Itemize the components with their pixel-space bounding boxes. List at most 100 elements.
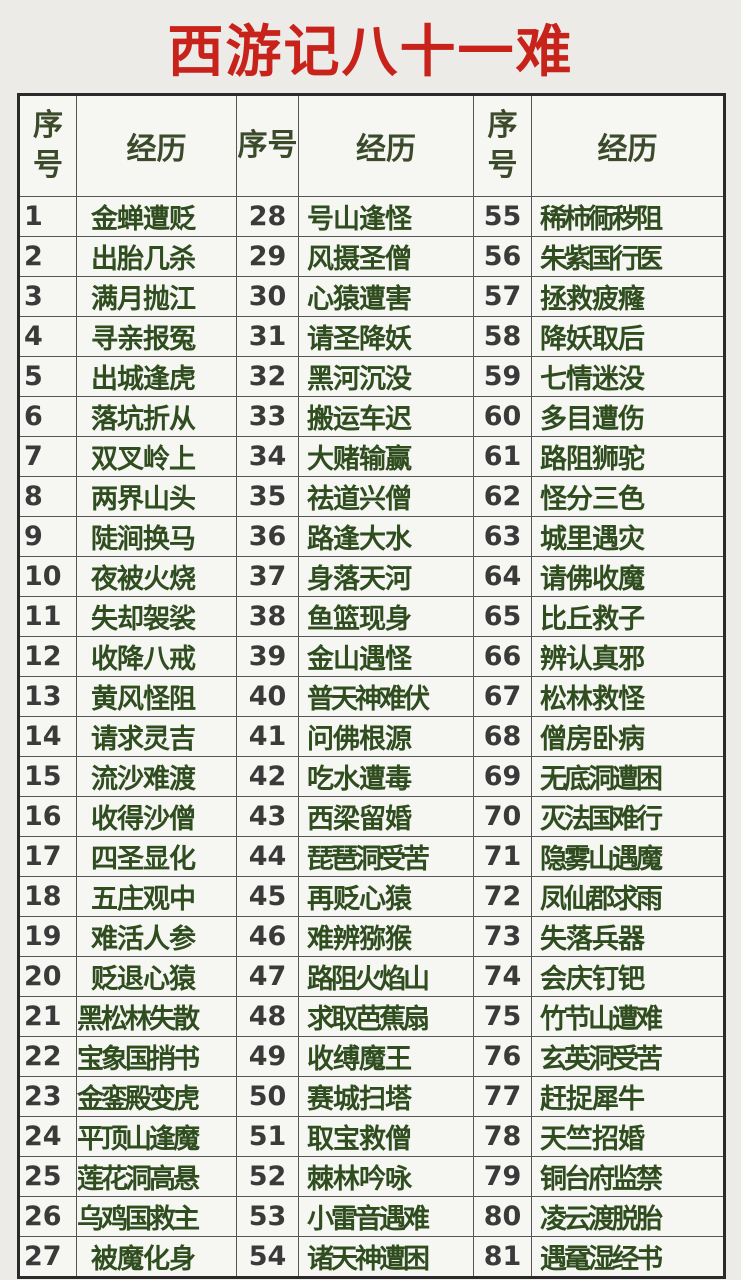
- difficulty-number: 28: [236, 196, 299, 237]
- table-row: 21 黑松林失散 48 求取芭蕉扇 75 竹节山遭难: [18, 996, 725, 1037]
- difficulty-event: 遇鼋湿经书: [531, 1236, 725, 1278]
- table-row: 12 收降八戒 39 金山遇怪 66 辨认真邪: [18, 636, 725, 677]
- difficulty-event: 出城逢虎: [76, 356, 237, 397]
- difficulty-event: 稀柿衕秽阻: [531, 196, 725, 237]
- table-row: 8 两界山头 35 祛道兴僧 62 怪分三色: [18, 476, 725, 517]
- difficulty-event: 七情迷没: [531, 356, 725, 397]
- difficulty-event: 僧房卧病: [531, 716, 725, 757]
- table-row: 16 收得沙僧 43 西梁留婚 70 灭法国难行: [18, 796, 725, 837]
- table-row: 6 落坑折从 33 搬运车迟 60 多目遭伤: [18, 396, 725, 437]
- difficulty-number: 17: [18, 836, 77, 877]
- difficulty-event: 鱼篮现身: [298, 596, 474, 637]
- difficulty-event: 贬退心猿: [76, 956, 237, 997]
- difficulty-number: 21: [18, 996, 77, 1037]
- difficulty-event: 小雷音遇难: [298, 1196, 474, 1237]
- difficulty-event: 双叉岭上: [76, 436, 237, 477]
- difficulty-event: 莲花洞高悬: [76, 1156, 237, 1197]
- table-row: 20 贬退心猿 47 路阻火焰山 74 会庆钉钯: [18, 956, 725, 997]
- header-event: 经历: [298, 94, 474, 197]
- difficulty-event: 降妖取后: [531, 316, 725, 357]
- difficulty-event: 满月抛江: [76, 276, 237, 317]
- difficulty-number: 5: [18, 356, 77, 397]
- page-title: 西游记八十一难: [167, 20, 574, 85]
- table-row: 24 平顶山逢魔 51 取宝救僧 78 天竺招婚: [18, 1116, 725, 1157]
- difficulty-number: 42: [236, 756, 299, 797]
- table-row: 3 满月抛江 30 心猿遭害 57 拯救疲癃: [18, 276, 725, 317]
- difficulty-event: 金山遇怪: [298, 636, 474, 677]
- difficulty-number: 15: [18, 756, 77, 797]
- difficulty-number: 64: [473, 556, 532, 597]
- difficulty-event: 乌鸡国救主: [76, 1196, 237, 1237]
- difficulty-event: 请求灵吉: [76, 716, 237, 757]
- difficulty-number: 2: [18, 236, 77, 277]
- header-number: 序号: [473, 94, 532, 197]
- difficulty-number: 60: [473, 396, 532, 437]
- difficulty-number: 14: [18, 716, 77, 757]
- difficulty-event: 大赌输赢: [298, 436, 474, 477]
- difficulty-event: 赛城扫塔: [298, 1076, 474, 1117]
- difficulty-number: 61: [473, 436, 532, 477]
- difficulty-number: 59: [473, 356, 532, 397]
- difficulty-event: 平顶山逢魔: [76, 1116, 237, 1157]
- difficulty-event: 黄风怪阻: [76, 676, 237, 717]
- difficulty-number: 68: [473, 716, 532, 757]
- difficulty-event: 流沙难渡: [76, 756, 237, 797]
- difficulty-event: 赶捉犀牛: [531, 1076, 725, 1117]
- difficulty-number: 26: [18, 1196, 77, 1237]
- difficulty-event: 金銮殿变虎: [76, 1076, 237, 1117]
- table-row: 22 宝象国捎书 49 收缚魔王 76 玄英洞受苦: [18, 1036, 725, 1077]
- difficulty-number: 79: [473, 1156, 532, 1197]
- difficulty-number: 47: [236, 956, 299, 997]
- table-row: 25 莲花洞高悬 52 棘林吟咏 79 铜台府监禁: [18, 1156, 725, 1197]
- difficulty-number: 81: [473, 1236, 532, 1278]
- difficulty-event: 祛道兴僧: [298, 476, 474, 517]
- difficulties-table: 序号 经历 序号 经历 序号 经历 1 金蝉遭贬 28 号山逢怪 55 稀柿衕秽阻 2 出胎几杀 29 风摄…: [17, 93, 726, 1279]
- difficulty-event: 路阻狮驼: [531, 436, 725, 477]
- difficulty-number: 55: [473, 196, 532, 237]
- difficulty-event: 城里遇灾: [531, 516, 725, 557]
- difficulty-number: 18: [18, 876, 77, 917]
- difficulty-number: 41: [236, 716, 299, 757]
- difficulty-event: 难活人参: [76, 916, 237, 957]
- table-row: 2 出胎几杀 29 风摄圣僧 56 朱紫国行医: [18, 236, 725, 277]
- difficulty-event: 请佛收魔: [531, 556, 725, 597]
- difficulty-event: 风摄圣僧: [298, 236, 474, 277]
- difficulty-number: 12: [18, 636, 77, 677]
- difficulty-event: 夜被火烧: [76, 556, 237, 597]
- difficulty-number: 27: [18, 1236, 77, 1278]
- difficulty-number: 38: [236, 596, 299, 637]
- table-row: 26 乌鸡国救主 53 小雷音遇难 80 凌云渡脱胎: [18, 1196, 725, 1237]
- header-row: 序号 经历 序号 经历 序号 经历: [18, 94, 725, 197]
- difficulty-number: 24: [18, 1116, 77, 1157]
- difficulty-event: 凌云渡脱胎: [531, 1196, 725, 1237]
- difficulty-number: 52: [236, 1156, 299, 1197]
- difficulty-number: 67: [473, 676, 532, 717]
- difficulty-number: 4: [18, 316, 77, 357]
- difficulty-number: 19: [18, 916, 77, 957]
- difficulty-event: 搬运车迟: [298, 396, 474, 437]
- difficulty-number: 29: [236, 236, 299, 277]
- difficulty-event: 凤仙郡求雨: [531, 876, 725, 917]
- difficulty-event: 四圣显化: [76, 836, 237, 877]
- table-row: 13 黄风怪阻 40 普天神难伏 67 松林救怪: [18, 676, 725, 717]
- difficulty-event: 灭法国难行: [531, 796, 725, 837]
- difficulty-number: 44: [236, 836, 299, 877]
- difficulty-number: 58: [473, 316, 532, 357]
- difficulty-event: 比丘救子: [531, 596, 725, 637]
- table-row: 23 金銮殿变虎 50 赛城扫塔 77 赶捉犀牛: [18, 1076, 725, 1117]
- difficulty-number: 43: [236, 796, 299, 837]
- difficulty-number: 33: [236, 396, 299, 437]
- table-row: 7 双叉岭上 34 大赌输赢 61 路阻狮驼: [18, 436, 725, 477]
- difficulty-number: 50: [236, 1076, 299, 1117]
- header-event: 经历: [531, 94, 725, 197]
- table-row: 17 四圣显化 44 琵琶洞受苦 71 隐雾山遇魔: [18, 836, 725, 877]
- table-row: 15 流沙难渡 42 吃水遭毒 69 无底洞遭困: [18, 756, 725, 797]
- difficulty-event: 被魔化身: [76, 1236, 237, 1278]
- difficulty-number: 16: [18, 796, 77, 837]
- difficulty-number: 35: [236, 476, 299, 517]
- difficulty-event: 琵琶洞受苦: [298, 836, 474, 877]
- table-row: 5 出城逢虎 32 黑河沉没 59 七情迷没: [18, 356, 725, 397]
- table-row: 10 夜被火烧 37 身落天河 64 请佛收魔: [18, 556, 725, 597]
- difficulty-number: 6: [18, 396, 77, 437]
- difficulty-event: 朱紫国行医: [531, 236, 725, 277]
